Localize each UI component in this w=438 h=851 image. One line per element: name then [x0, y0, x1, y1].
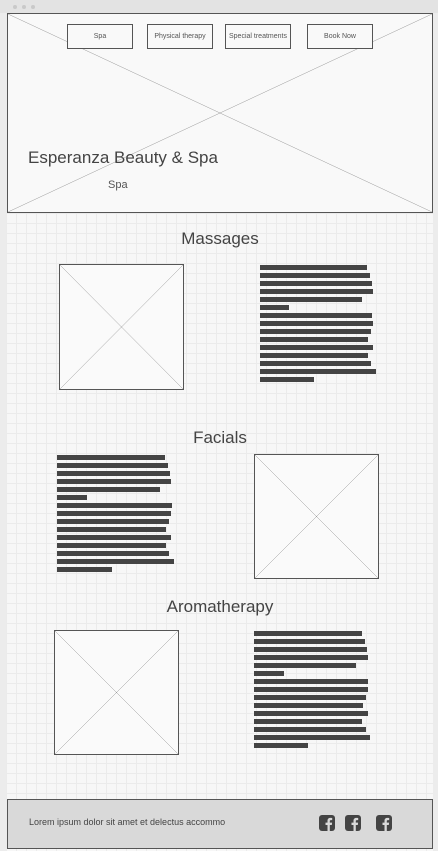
massages-image-placeholder [59, 264, 184, 390]
window-titlebar [0, 0, 438, 13]
facebook-icon[interactable] [345, 815, 361, 831]
facials-image-placeholder [254, 454, 379, 579]
facebook-icon[interactable] [376, 815, 392, 831]
facebook-icon[interactable] [319, 815, 335, 831]
nav-special-treatments-button[interactable]: Special treatments [225, 24, 291, 49]
section-heading-massages: Massages [181, 229, 259, 248]
footer-text: Lorem ipsum dolor sit amet et delectus a… [29, 817, 226, 827]
hero-title: Esperanza Beauty & Spa [28, 148, 218, 167]
nav-book-now-button[interactable]: Book Now [307, 24, 373, 49]
nav-spa-button[interactable]: Spa [67, 24, 133, 49]
footer: Lorem ipsum dolor sit amet et delectus a… [7, 799, 433, 849]
window-dot-icon [31, 5, 35, 9]
image-placeholder-icon [255, 455, 378, 578]
hero-subtitle: Spa [108, 179, 128, 191]
image-placeholder-icon [60, 265, 183, 389]
aromatherapy-image-placeholder [54, 630, 179, 755]
section-heading-aromatherapy: Aromatherapy [166, 597, 274, 616]
window-dot-icon [13, 5, 17, 9]
window-dot-icon [22, 5, 26, 9]
nav-physical-therapy-button[interactable]: Physical therapy [147, 24, 213, 49]
aromatherapy-text-block [254, 631, 370, 751]
massages-text-block [260, 265, 376, 385]
image-placeholder-icon [55, 631, 178, 754]
facials-text-block [57, 455, 174, 575]
section-heading-facials: Facials [193, 428, 247, 447]
